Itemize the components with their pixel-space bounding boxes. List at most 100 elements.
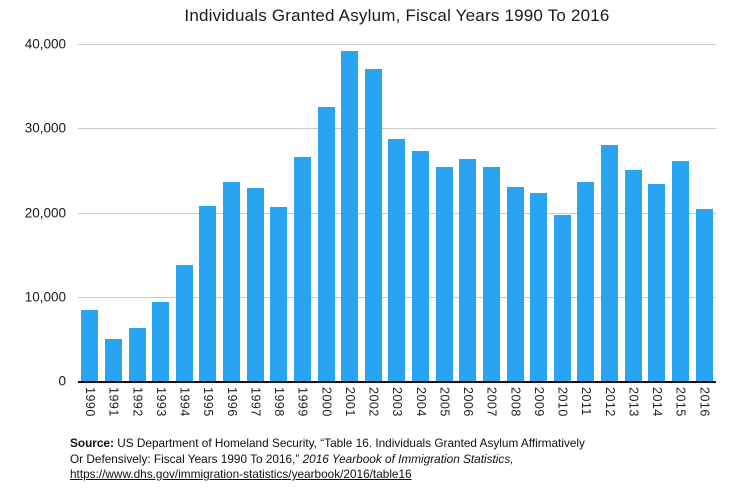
bar-slot-2009 [527,44,551,381]
bar-slot-1996 [220,44,244,381]
gridline-30000 [78,128,716,130]
bar-slot-1994 [173,44,197,381]
x-label-slot-2011: 2011 [574,387,598,417]
x-tick-label-2005: 2005 [437,387,452,417]
x-tick-label-2000: 2000 [319,387,334,417]
source-label: Source: [70,436,114,450]
bar-slot-2010 [551,44,575,381]
bar-1993 [152,301,170,381]
x-tick-label-1991: 1991 [106,387,121,417]
bar-2007 [482,166,500,381]
bar-slot-2014 [645,44,669,381]
x-label-slot-2002: 2002 [362,387,386,417]
x-label-slot-2008: 2008 [503,387,527,417]
x-tick-label-1999: 1999 [295,387,310,417]
bar-slot-2015 [669,44,693,381]
source-line-1: Source: US Department of Homeland Securi… [70,436,695,452]
x-label-slot-1999: 1999 [291,387,315,417]
x-tick-label-2008: 2008 [508,387,523,417]
bar-1991 [104,338,122,381]
x-label-slot-2006: 2006 [456,387,480,417]
bar-2013 [624,170,642,381]
bar-1996 [223,181,241,381]
x-tick-label-1994: 1994 [177,387,192,417]
x-label-slot-1991: 1991 [102,387,126,417]
bar-slot-1995 [196,44,220,381]
x-tick-label-1998: 1998 [272,387,287,417]
x-tick-label-1996: 1996 [224,387,239,417]
x-tick-label-1997: 1997 [248,387,263,417]
bar-slot-2013 [621,44,645,381]
x-tick-label-2010: 2010 [555,387,570,417]
y-tick-label-30000: 30,000 [24,120,66,136]
bar-slot-1999 [291,44,315,381]
bar-2000 [317,106,335,381]
bar-2005 [435,166,453,381]
x-tick-label-2007: 2007 [484,387,499,417]
x-label-slot-2012: 2012 [598,387,622,417]
x-label-slot-2015: 2015 [669,387,693,417]
y-tick-label-10000: 10,000 [24,289,66,305]
bar-2002 [364,69,382,381]
bar-2001 [341,50,359,381]
x-axis-line [78,381,716,383]
bar-slot-2007 [480,44,504,381]
bar-slot-2006 [456,44,480,381]
x-label-slot-2007: 2007 [480,387,504,417]
bar-2012 [601,144,619,381]
bars-row [78,44,716,381]
source-link[interactable]: https://www.dhs.gov/immigration-statisti… [70,467,412,481]
chart-title: Individuals Granted Asylum, Fiscal Years… [184,6,610,25]
x-label-slot-1997: 1997 [243,387,267,417]
bar-2015 [671,160,689,381]
bar-slot-2016 [692,44,716,381]
y-tick-label-40000: 40,000 [24,36,66,52]
y-tick-label-0: 0 [58,373,66,389]
plot-area [78,44,716,383]
x-label-slot-1998: 1998 [267,387,291,417]
x-label-slot-1990: 1990 [78,387,102,417]
bar-slot-1991 [102,44,126,381]
x-label-slot-2001: 2001 [338,387,362,417]
bar-1997 [246,187,264,381]
x-label-slot-2014: 2014 [645,387,669,417]
bar-1999 [293,157,311,381]
x-tick-label-2014: 2014 [650,387,665,417]
x-label-slot-2009: 2009 [527,387,551,417]
x-tick-label-2001: 2001 [342,387,357,417]
source-note: Source: US Department of Homeland Securi… [70,436,695,483]
x-tick-label-1993: 1993 [153,387,168,417]
x-tick-label-2012: 2012 [602,387,617,417]
x-label-slot-2004: 2004 [409,387,433,417]
bar-1992 [128,327,146,381]
source-text-2: Or Defensively: Fiscal Years 1990 To 201… [70,451,303,466]
source-text-1: US Department of Homeland Security, “Tab… [117,436,585,450]
bar-slot-1997 [243,44,267,381]
source-line-2: Or Defensively: Fiscal Years 1990 To 201… [70,452,695,468]
x-tick-label-2006: 2006 [461,387,476,417]
bar-2003 [388,138,406,381]
bar-slot-2012 [598,44,622,381]
bar-2016 [695,208,713,381]
bar-slot-2002 [362,44,386,381]
bar-slot-1998 [267,44,291,381]
bar-2008 [506,186,524,381]
bar-1998 [270,207,288,381]
bar-2004 [412,150,430,381]
x-tick-label-2003: 2003 [390,387,405,417]
x-label-slot-1992: 1992 [125,387,149,417]
x-label-slot-2000: 2000 [314,387,338,417]
x-tick-label-2002: 2002 [366,387,381,417]
x-label-slot-2016: 2016 [692,387,716,417]
bar-slot-2008 [503,44,527,381]
x-tick-label-1992: 1992 [130,387,145,417]
x-label-slot-2005: 2005 [432,387,456,417]
bar-slot-1990 [78,44,102,381]
x-label-slot-1996: 1996 [220,387,244,417]
x-label-slot-1995: 1995 [196,387,220,417]
x-label-slot-2013: 2013 [621,387,645,417]
bar-slot-2003 [385,44,409,381]
bar-slot-2000 [314,44,338,381]
bar-2009 [530,192,548,381]
bar-2011 [577,181,595,381]
